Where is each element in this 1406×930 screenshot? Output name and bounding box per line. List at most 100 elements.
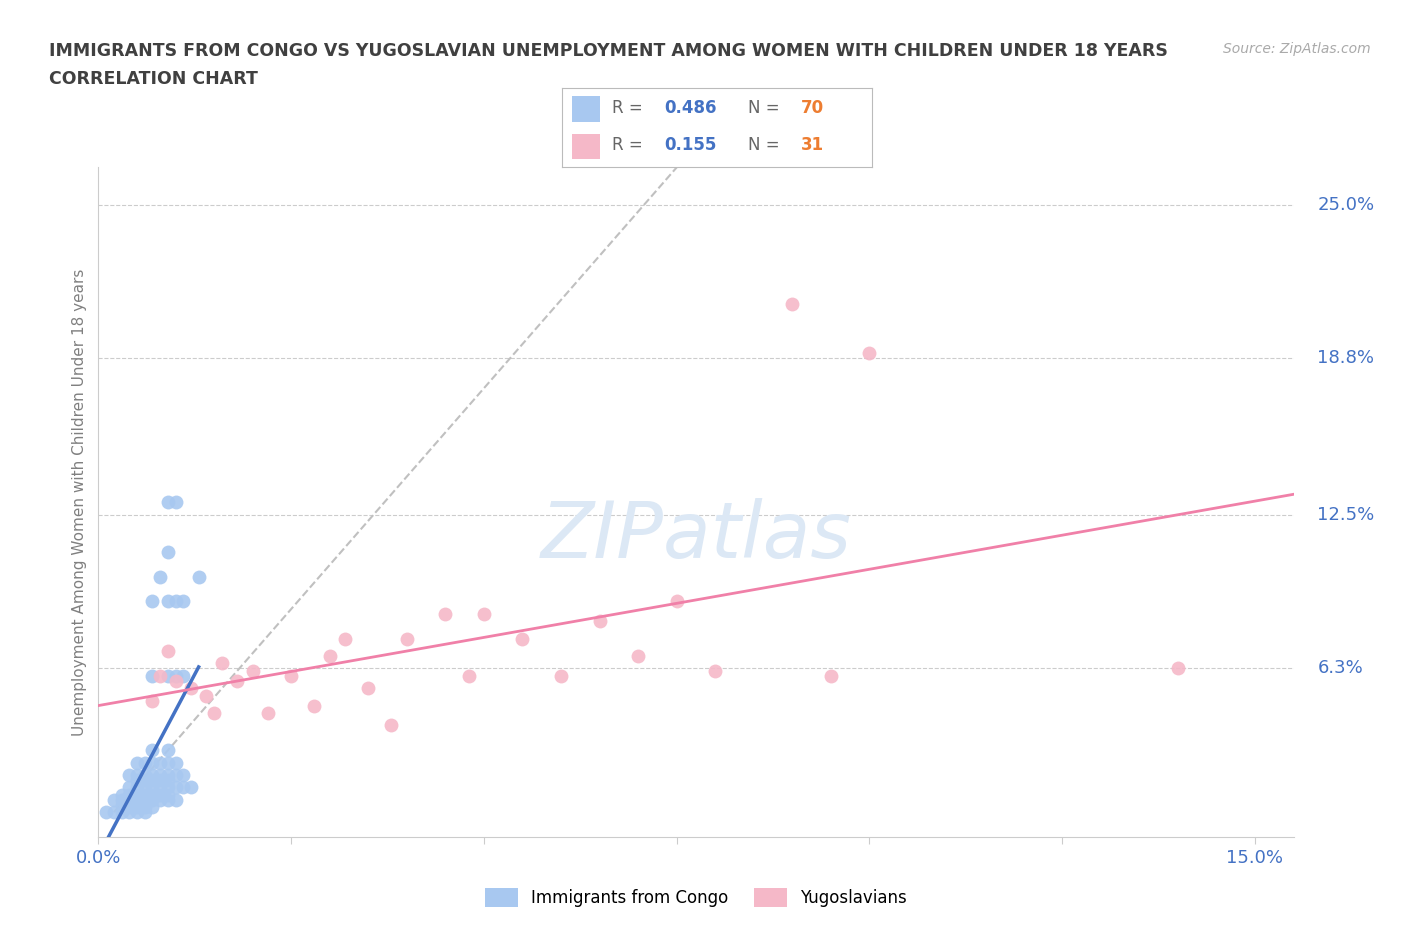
Point [156, 594, 179, 609]
Point [550, 669, 572, 684]
Point [180, 780, 202, 795]
Point [141, 669, 163, 684]
Point [165, 780, 187, 795]
Point [110, 797, 132, 812]
Point [165, 755, 187, 770]
Text: CORRELATION CHART: CORRELATION CHART [49, 70, 259, 87]
Point [627, 648, 650, 663]
Point [156, 544, 179, 559]
Point [125, 800, 148, 815]
Point [257, 706, 280, 721]
Point [457, 669, 479, 684]
Point [118, 800, 141, 815]
Point [165, 792, 187, 807]
Point [165, 669, 187, 684]
Point [149, 788, 172, 803]
Point [134, 792, 156, 807]
Point [172, 767, 194, 782]
Text: 31: 31 [800, 137, 824, 154]
Point [156, 644, 179, 658]
Point [172, 780, 194, 795]
Point [149, 755, 172, 770]
Point [156, 669, 179, 684]
Legend: Immigrants from Congo, Yugoslavians: Immigrants from Congo, Yugoslavians [477, 880, 915, 916]
Point [195, 688, 218, 703]
Point [141, 792, 163, 807]
Point [118, 780, 141, 795]
Point [125, 767, 148, 782]
Text: R =: R = [612, 137, 648, 154]
Point [103, 792, 125, 807]
Point [118, 792, 141, 807]
Point [141, 594, 163, 609]
Point [357, 681, 380, 696]
Point [149, 792, 172, 807]
Point [165, 594, 187, 609]
Point [103, 804, 125, 819]
Point [125, 773, 148, 788]
Point [665, 594, 688, 609]
Point [472, 606, 495, 621]
Point [141, 800, 163, 815]
Text: R =: R = [612, 100, 648, 117]
Point [156, 780, 179, 795]
Point [242, 663, 264, 678]
Point [141, 743, 163, 758]
Text: 12.5%: 12.5% [1317, 506, 1375, 524]
Point [820, 669, 842, 684]
Point [782, 297, 804, 312]
Point [118, 767, 141, 782]
Point [141, 755, 163, 770]
Bar [572, 97, 599, 122]
Point [319, 648, 342, 663]
Point [172, 669, 194, 684]
Point [149, 669, 172, 684]
Text: N =: N = [748, 100, 785, 117]
Text: 6.3%: 6.3% [1317, 659, 1364, 677]
Point [434, 606, 457, 621]
Point [125, 755, 148, 770]
Point [118, 788, 141, 803]
Point [149, 569, 172, 584]
Point [172, 594, 194, 609]
Point [211, 656, 233, 671]
Point [156, 743, 179, 758]
Point [125, 780, 148, 795]
Text: 0.486: 0.486 [665, 100, 717, 117]
Point [149, 767, 172, 782]
Text: 18.8%: 18.8% [1317, 350, 1375, 367]
Point [125, 788, 148, 803]
Point [125, 804, 148, 819]
Point [226, 673, 249, 688]
Point [304, 698, 326, 713]
Text: N =: N = [748, 137, 785, 154]
Point [202, 706, 225, 721]
Text: 0.155: 0.155 [665, 137, 717, 154]
Point [110, 804, 132, 819]
Point [110, 788, 132, 803]
Point [395, 631, 418, 646]
Y-axis label: Unemployment Among Women with Children Under 18 years: Unemployment Among Women with Children U… [72, 269, 87, 736]
Point [1167, 661, 1189, 676]
Point [858, 346, 880, 361]
Point [165, 495, 187, 510]
Point [134, 767, 156, 782]
Point [156, 755, 179, 770]
Point [333, 631, 356, 646]
Point [141, 780, 163, 795]
Point [134, 804, 156, 819]
Point [141, 773, 163, 788]
Point [125, 792, 148, 807]
Point [134, 780, 156, 795]
Text: 70: 70 [800, 100, 824, 117]
Point [134, 800, 156, 815]
Text: 25.0%: 25.0% [1317, 195, 1375, 214]
Point [94, 804, 117, 819]
Point [141, 788, 163, 803]
Point [187, 569, 209, 584]
Bar [572, 134, 599, 160]
Point [118, 804, 141, 819]
Point [280, 669, 302, 684]
Point [149, 780, 172, 795]
Point [704, 663, 727, 678]
